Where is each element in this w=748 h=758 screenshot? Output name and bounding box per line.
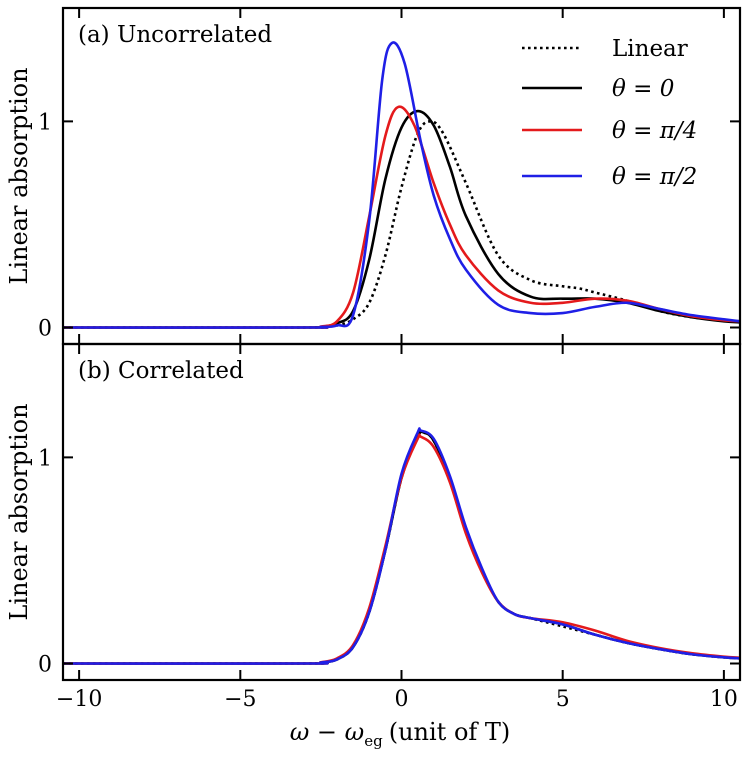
panel-b-title: (b) Correlated xyxy=(78,358,244,384)
panel-b-ticks xyxy=(63,344,740,680)
x-tick-labels: −10 −5 0 5 10 xyxy=(56,687,738,712)
panel-a-ticks xyxy=(63,8,740,344)
panel-b-frame xyxy=(61,342,742,682)
x-tick-label-3: 5 xyxy=(556,687,570,712)
x-axis-title-sub: eg xyxy=(364,732,383,750)
panel-a-ylabel: Linear absorption xyxy=(5,67,33,284)
legend-label-theta-pi4: θ = π/4 xyxy=(612,118,697,144)
series-line-panel-b-2 xyxy=(62,433,741,665)
legend-label-linear: Linear xyxy=(612,36,688,62)
x-axis-title-main: ω − ω xyxy=(290,718,365,746)
panel-a-series xyxy=(62,41,741,329)
x-tick-label-0: −10 xyxy=(56,687,102,712)
series-line-panel-a-3 xyxy=(62,41,741,329)
x-tick-label-1: −5 xyxy=(224,687,256,712)
panel-a-title: (a) Uncorrelated xyxy=(78,22,272,48)
panel-b-series xyxy=(62,427,741,665)
legend-label-theta-pi2: θ = π/2 xyxy=(612,164,697,190)
panel-b-ytick-label-0: 0 xyxy=(38,653,52,678)
legend: Linear θ = 0 θ = π/4 θ = π/2 xyxy=(522,36,697,190)
panel-a-ytick-label-0: 0 xyxy=(38,317,52,342)
panel-a-ytick-label-1: 1 xyxy=(38,110,52,135)
series-line-panel-b-0 xyxy=(62,430,741,665)
series-line-panel-b-1 xyxy=(62,430,741,665)
legend-label-theta-0: θ = 0 xyxy=(612,76,674,102)
x-tick-label-4: 10 xyxy=(710,687,738,712)
panel-b: (b) Correlated 0 1 Linear absorption xyxy=(5,342,742,682)
series-line-panel-b-3 xyxy=(62,427,741,665)
series-line-panel-a-0 xyxy=(62,120,741,329)
x-axis-title: ω − ωeg (unit of T) xyxy=(290,718,511,750)
x-tick-label-2: 0 xyxy=(395,687,409,712)
panel-b-ytick-label-1: 1 xyxy=(38,446,52,471)
panel-a: (a) Uncorrelated 0 1 Linear absorption L… xyxy=(5,6,742,346)
panel-b-ylabel: Linear absorption xyxy=(5,403,33,620)
x-axis-title-unit: (unit of T) xyxy=(389,718,511,746)
